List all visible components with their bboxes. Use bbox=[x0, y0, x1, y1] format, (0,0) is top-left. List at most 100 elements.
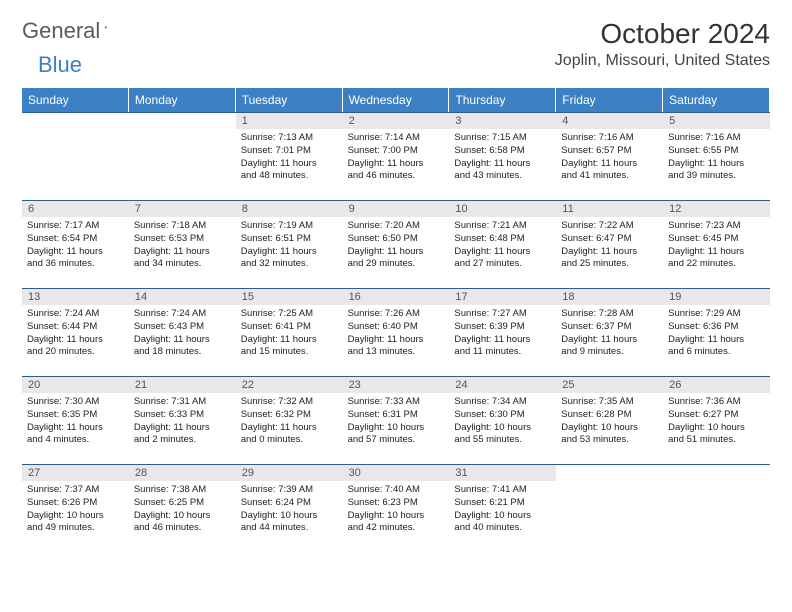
day-number: 10 bbox=[449, 201, 556, 217]
day-number: 23 bbox=[343, 377, 450, 393]
sunset-text: Sunset: 6:45 PM bbox=[668, 233, 765, 246]
day-details: Sunrise: 7:28 AMSunset: 6:37 PMDaylight:… bbox=[556, 305, 663, 364]
day-details: Sunrise: 7:38 AMSunset: 6:25 PMDaylight:… bbox=[129, 481, 236, 540]
day-number: 2 bbox=[343, 113, 450, 129]
day-number: 3 bbox=[449, 113, 556, 129]
sunrise-text: Sunrise: 7:38 AM bbox=[134, 484, 231, 497]
daylight-text-2: and 0 minutes. bbox=[241, 434, 338, 447]
daylight-text-1: Daylight: 11 hours bbox=[241, 158, 338, 171]
daylight-text-2: and 44 minutes. bbox=[241, 522, 338, 535]
sunrise-text: Sunrise: 7:28 AM bbox=[561, 308, 658, 321]
logo-sail-icon bbox=[104, 18, 107, 36]
sunset-text: Sunset: 6:36 PM bbox=[668, 321, 765, 334]
sunset-text: Sunset: 6:28 PM bbox=[561, 409, 658, 422]
day-details: Sunrise: 7:37 AMSunset: 6:26 PMDaylight:… bbox=[22, 481, 129, 540]
calendar-cell: 29Sunrise: 7:39 AMSunset: 6:24 PMDayligh… bbox=[236, 464, 343, 552]
daylight-text-2: and 46 minutes. bbox=[348, 170, 445, 183]
sunset-text: Sunset: 6:35 PM bbox=[27, 409, 124, 422]
sunset-text: Sunset: 6:32 PM bbox=[241, 409, 338, 422]
sunrise-text: Sunrise: 7:14 AM bbox=[348, 132, 445, 145]
calendar-cell: 10Sunrise: 7:21 AMSunset: 6:48 PMDayligh… bbox=[449, 200, 556, 288]
day-details: Sunrise: 7:16 AMSunset: 6:57 PMDaylight:… bbox=[556, 129, 663, 188]
daylight-text-1: Daylight: 11 hours bbox=[561, 246, 658, 259]
day-details: Sunrise: 7:27 AMSunset: 6:39 PMDaylight:… bbox=[449, 305, 556, 364]
sunrise-text: Sunrise: 7:16 AM bbox=[561, 132, 658, 145]
calendar-cell: 6Sunrise: 7:17 AMSunset: 6:54 PMDaylight… bbox=[22, 200, 129, 288]
day-details: Sunrise: 7:22 AMSunset: 6:47 PMDaylight:… bbox=[556, 217, 663, 276]
sunrise-text: Sunrise: 7:25 AM bbox=[241, 308, 338, 321]
daylight-text-2: and 34 minutes. bbox=[134, 258, 231, 271]
daylight-text-2: and 57 minutes. bbox=[348, 434, 445, 447]
sunset-text: Sunset: 6:51 PM bbox=[241, 233, 338, 246]
sunset-text: Sunset: 6:40 PM bbox=[348, 321, 445, 334]
sunset-text: Sunset: 6:26 PM bbox=[27, 497, 124, 510]
brand-part1: General bbox=[22, 18, 100, 44]
calendar-cell: 18Sunrise: 7:28 AMSunset: 6:37 PMDayligh… bbox=[556, 288, 663, 376]
day-number: 8 bbox=[236, 201, 343, 217]
day-number: 1 bbox=[236, 113, 343, 129]
sunrise-text: Sunrise: 7:29 AM bbox=[668, 308, 765, 321]
day-details: Sunrise: 7:21 AMSunset: 6:48 PMDaylight:… bbox=[449, 217, 556, 276]
calendar-cell: 23Sunrise: 7:33 AMSunset: 6:31 PMDayligh… bbox=[343, 376, 450, 464]
daylight-text-2: and 48 minutes. bbox=[241, 170, 338, 183]
sunset-text: Sunset: 6:31 PM bbox=[348, 409, 445, 422]
day-number: 31 bbox=[449, 465, 556, 481]
calendar-cell: 2Sunrise: 7:14 AMSunset: 7:00 PMDaylight… bbox=[343, 112, 450, 200]
sunset-text: Sunset: 6:50 PM bbox=[348, 233, 445, 246]
sunrise-text: Sunrise: 7:20 AM bbox=[348, 220, 445, 233]
day-details: Sunrise: 7:35 AMSunset: 6:28 PMDaylight:… bbox=[556, 393, 663, 452]
sunrise-text: Sunrise: 7:21 AM bbox=[454, 220, 551, 233]
day-details: Sunrise: 7:32 AMSunset: 6:32 PMDaylight:… bbox=[236, 393, 343, 452]
sunset-text: Sunset: 6:30 PM bbox=[454, 409, 551, 422]
daylight-text-1: Daylight: 10 hours bbox=[561, 422, 658, 435]
sunset-text: Sunset: 6:58 PM bbox=[454, 145, 551, 158]
sunset-text: Sunset: 6:23 PM bbox=[348, 497, 445, 510]
calendar-cell: 3Sunrise: 7:15 AMSunset: 6:58 PMDaylight… bbox=[449, 112, 556, 200]
sunset-text: Sunset: 6:25 PM bbox=[134, 497, 231, 510]
sunset-text: Sunset: 6:37 PM bbox=[561, 321, 658, 334]
calendar-cell: 8Sunrise: 7:19 AMSunset: 6:51 PMDaylight… bbox=[236, 200, 343, 288]
daylight-text-1: Daylight: 11 hours bbox=[241, 422, 338, 435]
sunset-text: Sunset: 6:39 PM bbox=[454, 321, 551, 334]
daylight-text-1: Daylight: 11 hours bbox=[454, 246, 551, 259]
calendar-cell bbox=[663, 464, 770, 552]
sunset-text: Sunset: 6:55 PM bbox=[668, 145, 765, 158]
daylight-text-1: Daylight: 11 hours bbox=[27, 246, 124, 259]
day-number: 30 bbox=[343, 465, 450, 481]
calendar-cell: 13Sunrise: 7:24 AMSunset: 6:44 PMDayligh… bbox=[22, 288, 129, 376]
day-details: Sunrise: 7:39 AMSunset: 6:24 PMDaylight:… bbox=[236, 481, 343, 540]
day-number: 5 bbox=[663, 113, 770, 129]
calendar-cell: 15Sunrise: 7:25 AMSunset: 6:41 PMDayligh… bbox=[236, 288, 343, 376]
daylight-text-2: and 15 minutes. bbox=[241, 346, 338, 359]
location-text: Joplin, Missouri, United States bbox=[555, 52, 770, 70]
calendar-cell: 20Sunrise: 7:30 AMSunset: 6:35 PMDayligh… bbox=[22, 376, 129, 464]
day-number: 7 bbox=[129, 201, 236, 217]
day-header: Thursday bbox=[449, 88, 556, 112]
sunrise-text: Sunrise: 7:19 AM bbox=[241, 220, 338, 233]
daylight-text-1: Daylight: 10 hours bbox=[348, 422, 445, 435]
day-details: Sunrise: 7:31 AMSunset: 6:33 PMDaylight:… bbox=[129, 393, 236, 452]
daylight-text-1: Daylight: 11 hours bbox=[348, 334, 445, 347]
title-block: October 2024 Joplin, Missouri, United St… bbox=[555, 18, 770, 70]
daylight-text-2: and 29 minutes. bbox=[348, 258, 445, 271]
day-details: Sunrise: 7:33 AMSunset: 6:31 PMDaylight:… bbox=[343, 393, 450, 452]
daylight-text-1: Daylight: 11 hours bbox=[134, 422, 231, 435]
sunrise-text: Sunrise: 7:16 AM bbox=[668, 132, 765, 145]
daylight-text-1: Daylight: 11 hours bbox=[27, 422, 124, 435]
sunrise-text: Sunrise: 7:17 AM bbox=[27, 220, 124, 233]
daylight-text-1: Daylight: 11 hours bbox=[27, 334, 124, 347]
daylight-text-1: Daylight: 10 hours bbox=[134, 510, 231, 523]
calendar-cell: 22Sunrise: 7:32 AMSunset: 6:32 PMDayligh… bbox=[236, 376, 343, 464]
day-number: 22 bbox=[236, 377, 343, 393]
sunset-text: Sunset: 6:33 PM bbox=[134, 409, 231, 422]
daylight-text-2: and 18 minutes. bbox=[134, 346, 231, 359]
daylight-text-1: Daylight: 10 hours bbox=[454, 422, 551, 435]
daylight-text-1: Daylight: 11 hours bbox=[348, 158, 445, 171]
sunset-text: Sunset: 6:44 PM bbox=[27, 321, 124, 334]
day-number: 18 bbox=[556, 289, 663, 305]
calendar-cell: 1Sunrise: 7:13 AMSunset: 7:01 PMDaylight… bbox=[236, 112, 343, 200]
day-details: Sunrise: 7:19 AMSunset: 6:51 PMDaylight:… bbox=[236, 217, 343, 276]
calendar-cell: 17Sunrise: 7:27 AMSunset: 6:39 PMDayligh… bbox=[449, 288, 556, 376]
daylight-text-1: Daylight: 11 hours bbox=[454, 158, 551, 171]
month-title: October 2024 bbox=[555, 18, 770, 50]
